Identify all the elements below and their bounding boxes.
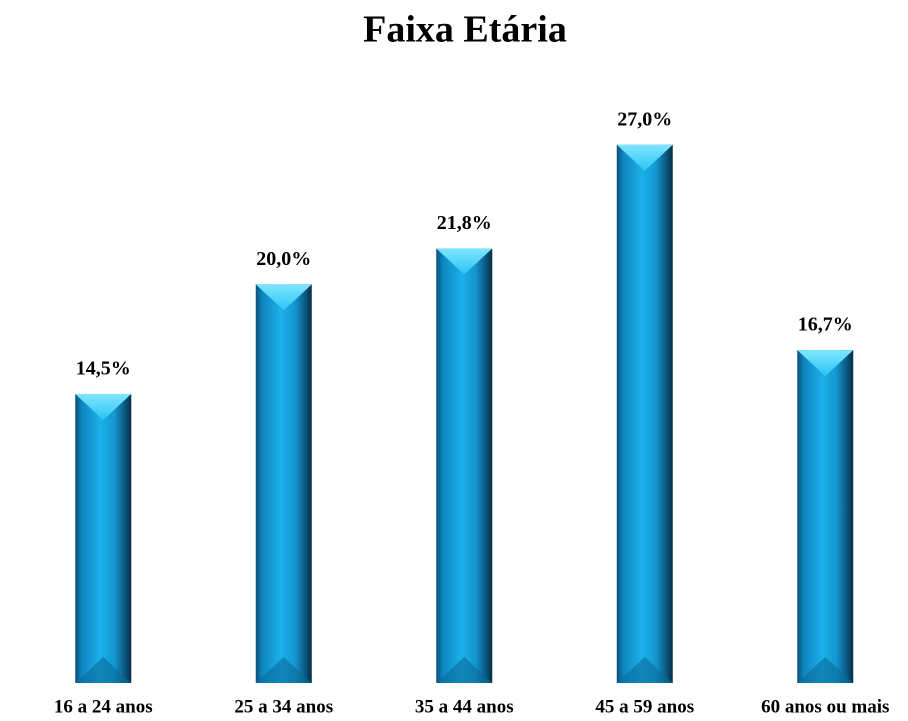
bar-bevel bbox=[255, 284, 312, 311]
bar bbox=[616, 144, 673, 684]
value-label: 16,7% bbox=[798, 314, 853, 336]
bar bbox=[75, 393, 132, 683]
bar-base bbox=[616, 657, 673, 683]
bar-bevel bbox=[75, 393, 132, 420]
x-tick-label: 16 a 24 anos bbox=[54, 696, 153, 717]
value-label: 20,0% bbox=[256, 248, 311, 270]
bar bbox=[797, 350, 854, 683]
x-tick-label: 35 a 44 anos bbox=[415, 696, 514, 717]
bar-base bbox=[436, 657, 493, 683]
bar-base bbox=[75, 657, 132, 683]
x-tick-label: 45 a 59 anos bbox=[595, 696, 694, 717]
value-label: 21,8% bbox=[437, 212, 492, 234]
chart-title: Faixa Etária bbox=[363, 9, 567, 51]
bar-base bbox=[797, 657, 854, 683]
bar-bevel bbox=[797, 350, 854, 377]
bar-bevel bbox=[616, 144, 673, 171]
value-label: 14,5% bbox=[76, 358, 131, 380]
value-label: 27,0% bbox=[617, 108, 672, 130]
x-tick-label: 25 a 34 anos bbox=[234, 696, 333, 717]
bar-bevel bbox=[436, 248, 493, 275]
bar bbox=[255, 284, 312, 683]
bar bbox=[436, 248, 493, 683]
bar-base bbox=[255, 657, 312, 683]
x-tick-label: 60 anos ou mais bbox=[761, 696, 889, 717]
